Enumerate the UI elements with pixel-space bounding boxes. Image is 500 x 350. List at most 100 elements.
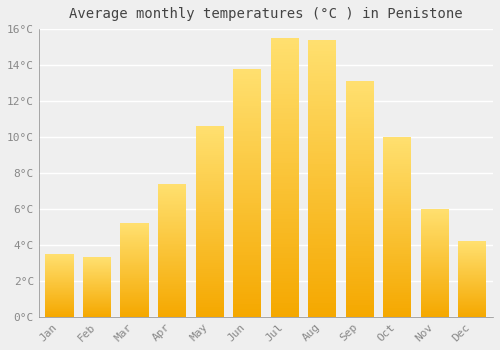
Bar [270, 214, 299, 216]
Bar [383, 220, 412, 222]
Bar [346, 192, 374, 194]
Bar [270, 55, 299, 57]
Bar [196, 162, 224, 164]
Bar [346, 262, 374, 265]
Bar [83, 274, 111, 275]
Bar [346, 314, 374, 317]
Bar [346, 91, 374, 93]
Bar [270, 300, 299, 303]
Bar [383, 144, 412, 146]
Bar [196, 307, 224, 309]
Bar [196, 282, 224, 285]
Bar [196, 265, 224, 267]
Bar [346, 293, 374, 296]
Bar [270, 239, 299, 241]
Bar [270, 102, 299, 105]
Bar [346, 95, 374, 98]
Bar [120, 258, 148, 259]
Bar [308, 76, 336, 79]
Bar [383, 261, 412, 263]
Bar [196, 298, 224, 300]
Bar [383, 258, 412, 259]
Bar [196, 178, 224, 180]
Bar [233, 170, 261, 173]
Bar [308, 292, 336, 295]
Bar [421, 308, 449, 309]
Bar [158, 200, 186, 201]
Bar [346, 201, 374, 204]
Bar [46, 275, 74, 276]
Bar [458, 316, 486, 317]
Bar [83, 298, 111, 299]
Bar [196, 292, 224, 294]
Bar [233, 155, 261, 158]
Bar [158, 244, 186, 245]
Bar [233, 237, 261, 240]
Bar [458, 283, 486, 284]
Bar [233, 138, 261, 141]
Bar [458, 272, 486, 273]
Bar [120, 223, 148, 224]
Bar [158, 301, 186, 302]
Bar [233, 98, 261, 101]
Bar [196, 166, 224, 168]
Bar [83, 315, 111, 316]
Bar [421, 299, 449, 300]
Bar [270, 57, 299, 60]
Bar [458, 315, 486, 316]
Bar [383, 173, 412, 175]
Bar [308, 231, 336, 234]
Bar [346, 279, 374, 281]
Bar [308, 195, 336, 198]
Bar [308, 54, 336, 56]
Bar [346, 156, 374, 159]
Bar [120, 301, 148, 302]
Bar [270, 186, 299, 189]
Bar [421, 212, 449, 213]
Bar [458, 251, 486, 252]
Bar [421, 273, 449, 274]
Bar [46, 303, 74, 304]
Bar [158, 240, 186, 241]
Bar [308, 237, 336, 239]
Bar [308, 156, 336, 159]
Bar [120, 239, 148, 240]
Bar [421, 288, 449, 289]
Bar [46, 311, 74, 312]
Bar [458, 291, 486, 292]
Bar [46, 299, 74, 300]
Bar [383, 200, 412, 202]
Bar [421, 234, 449, 235]
Bar [158, 274, 186, 275]
Bar [383, 171, 412, 173]
Bar [158, 238, 186, 240]
Bar [421, 238, 449, 239]
Bar [83, 277, 111, 278]
Bar [383, 286, 412, 288]
Bar [196, 210, 224, 212]
Bar [233, 282, 261, 285]
Bar [421, 209, 449, 210]
Bar [383, 299, 412, 301]
Bar [196, 161, 224, 162]
Bar [196, 183, 224, 185]
Bar [196, 149, 224, 151]
Bar [233, 270, 261, 272]
Bar [421, 254, 449, 255]
Bar [270, 116, 299, 119]
Bar [270, 250, 299, 253]
Bar [421, 235, 449, 236]
Bar [458, 310, 486, 311]
Bar [308, 162, 336, 164]
Bar [458, 313, 486, 314]
Bar [83, 307, 111, 308]
Bar [383, 141, 412, 142]
Bar [308, 140, 336, 142]
Bar [120, 313, 148, 314]
Bar [196, 277, 224, 279]
Bar [308, 259, 336, 261]
Bar [196, 151, 224, 153]
Bar [421, 296, 449, 298]
Bar [158, 216, 186, 217]
Bar [346, 223, 374, 225]
